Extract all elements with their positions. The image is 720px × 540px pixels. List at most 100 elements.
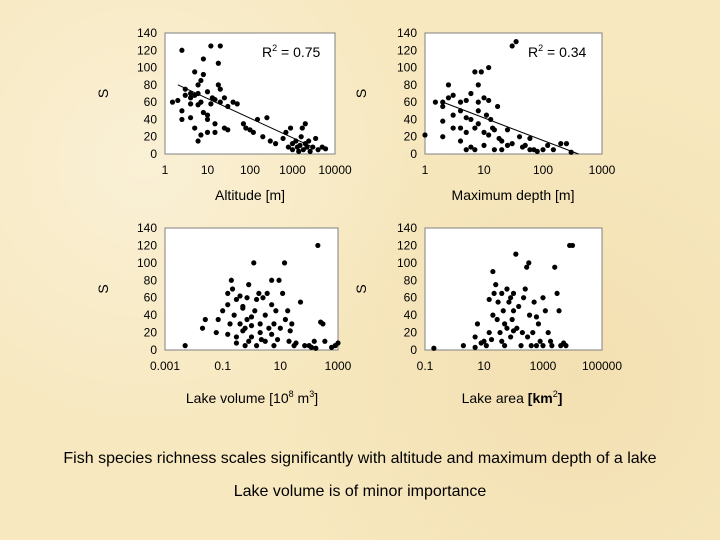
y-tick-label: 140 (137, 221, 157, 235)
data-point (280, 290, 286, 296)
data-point (460, 343, 466, 349)
data-point (287, 125, 294, 131)
data-point (182, 86, 188, 92)
data-point (499, 147, 505, 153)
scatter-panel-2: 0 20 40 60 80 100 120 140 1 10 100 1000 S Maximum dep… (353, 26, 616, 203)
y-tick-label: 0 (150, 147, 157, 161)
data-point (283, 129, 289, 135)
y-tick-label: 100 (137, 61, 157, 75)
y-tick-label: 20 (144, 130, 158, 144)
data-point (483, 343, 489, 349)
data-point (510, 308, 517, 314)
data-point (457, 125, 464, 131)
data-point (549, 343, 555, 349)
data-point (229, 286, 236, 292)
y-tick-label: 40 (404, 112, 418, 126)
data-point (502, 343, 508, 349)
data-point (311, 338, 317, 344)
data-point (200, 109, 206, 116)
data-point (508, 295, 514, 301)
data-point (204, 112, 211, 118)
data-point (531, 299, 537, 305)
data-point (298, 134, 304, 140)
y-tick-label: 60 (404, 95, 418, 109)
data-point (252, 308, 258, 314)
data-point (286, 338, 292, 344)
data-point (530, 329, 536, 336)
data-point (243, 125, 249, 131)
data-point (524, 334, 531, 340)
x-tick-label: 10 (477, 359, 491, 373)
data-point (468, 144, 474, 150)
data-point (289, 147, 296, 153)
data-point (450, 125, 456, 131)
data-point (540, 147, 546, 153)
data-point (212, 121, 218, 127)
data-point (257, 321, 263, 327)
data-point (526, 312, 533, 318)
x-tick-label: 1000 (589, 163, 616, 177)
data-point (199, 325, 206, 331)
data-point (440, 99, 446, 105)
data-point (215, 60, 221, 66)
data-point (516, 303, 522, 310)
y-tick-label: 100 (397, 256, 417, 270)
data-point (293, 138, 299, 144)
x-tick-label: 1000 (325, 359, 352, 373)
data-point (432, 99, 438, 105)
y-tick-label: 120 (397, 43, 417, 57)
data-point (499, 290, 505, 296)
y-tick-label: 20 (404, 130, 418, 144)
data-point (504, 142, 511, 148)
data-point (494, 316, 500, 323)
data-point (547, 338, 554, 344)
data-point (457, 108, 464, 114)
scatter-panel-4: 0 20 40 60 80 100 120 140 0.1 10 1000 100000 S Lake a… (353, 221, 622, 406)
y-tick-label: 40 (144, 112, 158, 126)
data-point (315, 147, 321, 153)
data-point (440, 103, 446, 110)
y-tick-label: 140 (137, 26, 157, 40)
data-point (440, 134, 446, 140)
data-point (545, 329, 551, 336)
data-point (220, 308, 226, 314)
data-point (488, 116, 494, 123)
data-point (310, 144, 316, 150)
data-point (322, 146, 329, 152)
data-point (499, 138, 505, 144)
data-point (302, 343, 308, 349)
data-point (215, 82, 221, 88)
data-point (215, 316, 221, 323)
scatter-panel-1: 0 20 40 60 80 100 120 140 1 10 100 1000 10000 S Altitu… (95, 26, 352, 203)
data-point (518, 343, 524, 349)
data-point (296, 148, 302, 155)
data-point (504, 325, 510, 331)
data-point (269, 277, 275, 283)
x-axis-label: Altitude [m] (215, 187, 285, 203)
data-point (299, 125, 305, 131)
data-point (307, 148, 313, 155)
data-point (198, 77, 204, 84)
data-point (234, 101, 240, 107)
caption-line-1: Fish species richness scales significant… (63, 450, 657, 467)
data-point (313, 345, 319, 351)
data-point (308, 344, 315, 350)
data-point (508, 334, 514, 340)
data-point (248, 323, 255, 329)
data-point (225, 103, 231, 110)
data-point (534, 148, 540, 155)
data-point (440, 118, 446, 124)
y-tick-label: 0 (150, 343, 157, 357)
data-point (272, 141, 279, 147)
data-point (262, 312, 268, 318)
data-point (509, 141, 515, 147)
data-point (526, 260, 532, 266)
data-point (231, 312, 237, 318)
data-point (504, 286, 510, 292)
data-point (422, 132, 428, 138)
data-point (217, 43, 223, 49)
data-point (540, 343, 546, 349)
y-tick-label: 80 (404, 273, 418, 287)
data-point (253, 343, 260, 349)
data-point (195, 82, 201, 88)
